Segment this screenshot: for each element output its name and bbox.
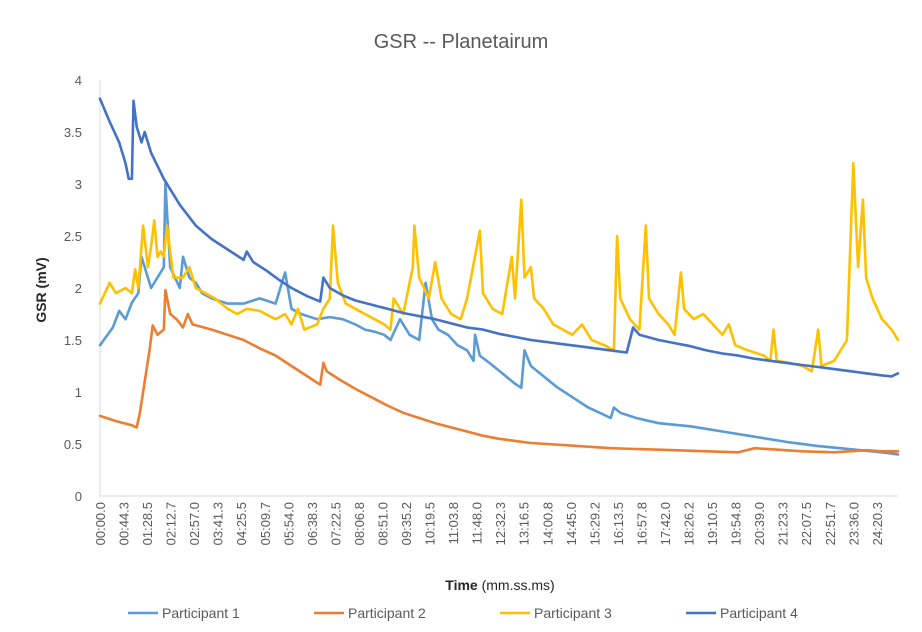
x-axis-title: Time (mm.ss.ms) (445, 577, 554, 593)
x-tick-label: 23:36.0 (846, 502, 861, 545)
x-tick-label: 10:19.5 (423, 502, 438, 545)
x-tick-label: 02:57.0 (187, 502, 202, 545)
x-tick-label: 17:42.0 (658, 502, 673, 545)
legend-label: Participant 4 (720, 605, 798, 621)
x-tick-label: 08:06.8 (352, 502, 367, 545)
x-tick-label: 24:20.3 (870, 502, 885, 545)
series-line-participant-2 (98, 288, 900, 454)
x-tick-label: 04:25.5 (234, 502, 249, 545)
x-tick-label: 05:54.0 (281, 502, 296, 545)
x-tick-label: 19:10.5 (705, 502, 720, 545)
x-tick-label: 11:03.8 (446, 502, 461, 544)
series-line-participant-3 (98, 161, 900, 373)
x-tick-label: 15:29.2 (587, 502, 602, 545)
x-tick-label: 16:57.8 (634, 502, 649, 545)
y-axis-title: GSR (mV) (33, 257, 49, 322)
x-tick-label: 01:28.5 (140, 502, 155, 545)
chart-title: GSR -- Planetairum (374, 31, 549, 53)
x-tick-label: 07:22.5 (328, 502, 343, 545)
x-tick-label: 06:38.3 (305, 502, 320, 545)
y-tick-label: 1.5 (64, 333, 82, 348)
x-tick-label: 12:32.3 (493, 502, 508, 545)
series-line-participant-4 (98, 97, 900, 378)
y-axis-ticks: 0 0.5 1 1.5 2 2.5 3 3.5 4 (64, 73, 82, 504)
x-tick-label: 18:26.2 (682, 502, 697, 545)
x-tick-label: 11:48.0 (470, 502, 485, 544)
y-tick-label: 0 (75, 489, 82, 504)
x-tick-label: 05:09.7 (258, 502, 273, 545)
x-tick-label: 00:00.0 (93, 502, 108, 545)
x-tick-label: 16:13.5 (611, 502, 626, 545)
x-tick-label: 03:41.3 (211, 502, 226, 545)
series-line-participant-1 (98, 182, 900, 456)
x-tick-label: 22:07.5 (799, 502, 814, 545)
x-axis-title-main: Time (445, 577, 478, 593)
x-tick-label: 00:44.3 (117, 502, 132, 545)
x-tick-label: 20:39.0 (752, 502, 767, 545)
y-tick-label: 0.5 (64, 437, 82, 452)
plot-area (98, 80, 900, 497)
x-tick-label: 02:12.7 (164, 502, 179, 545)
y-tick-label: 3 (75, 177, 82, 192)
x-tick-label: 14:00.8 (540, 502, 555, 545)
legend-label: Participant 2 (348, 605, 426, 621)
x-tick-label: 08:51.0 (375, 502, 390, 545)
y-tick-label: 2 (75, 281, 82, 296)
x-axis-title-unit: (mm.ss.ms) (478, 577, 555, 593)
x-tick-label: 14:45.0 (564, 502, 579, 545)
x-tick-label: 09:35.2 (399, 502, 414, 545)
x-tick-label: 13:16.5 (517, 502, 532, 545)
x-axis-ticks: 00:00.0 00:44.3 01:28.5 02:12.7 02:57.0 03:41… (93, 502, 885, 545)
x-tick-label: 19:54.8 (729, 502, 744, 545)
y-tick-label: 3.5 (64, 125, 82, 140)
legend-label: Participant 1 (162, 605, 240, 621)
y-tick-label: 2.5 (64, 229, 82, 244)
y-tick-label: 1 (75, 385, 82, 400)
y-tick-label: 4 (75, 73, 82, 88)
legend-label: Participant 3 (534, 605, 612, 621)
x-tick-label: 22:51.7 (823, 502, 838, 545)
x-tick-label: 21:23.3 (776, 502, 791, 545)
legend: Participant 1 Participant 2 Participant 3 P… (128, 605, 798, 621)
